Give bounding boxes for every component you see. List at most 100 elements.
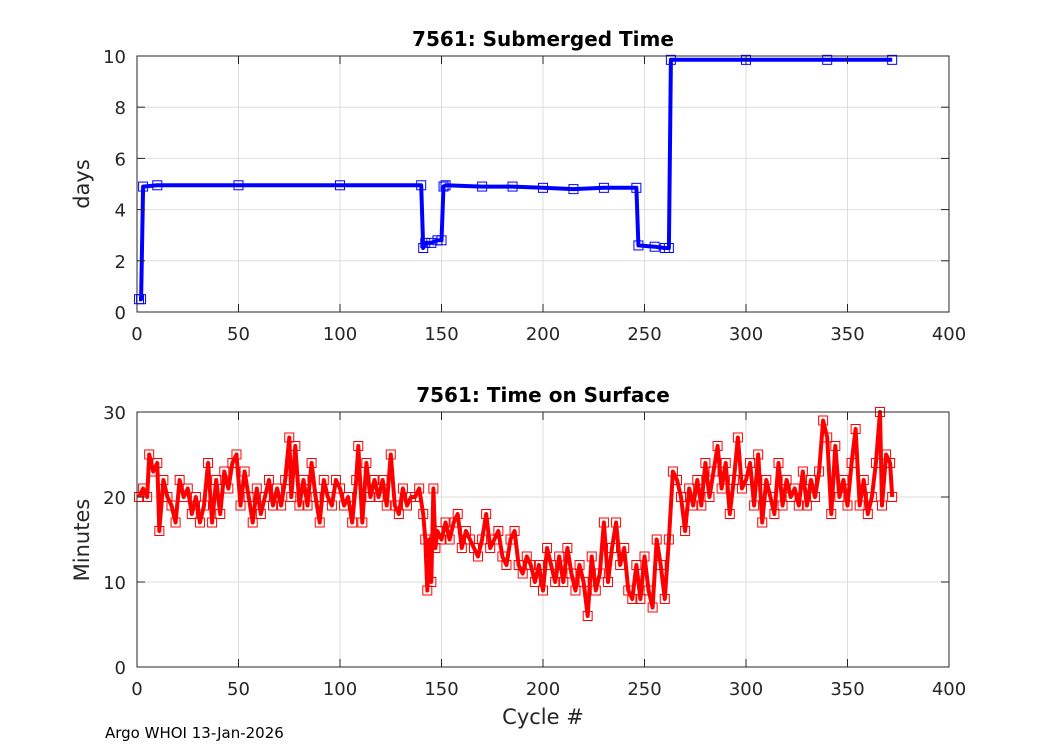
data-series: [139, 57, 893, 302]
data-point-marker: [676, 492, 687, 502]
time-on-surface-plot: 0 50 100 150 200 250 300 350 400 0 10 20 30 7561: Ti…: [70, 383, 966, 729]
data-point-marker: [418, 243, 429, 253]
data-point-marker: [885, 458, 896, 468]
data-point-marker: [586, 551, 597, 562]
data-point-marker: [822, 432, 833, 443]
x-tick-label: 100: [323, 324, 357, 345]
data-point-marker: [251, 483, 262, 494]
data-point-marker: [219, 466, 230, 477]
data-point-marker: [607, 543, 618, 553]
data-point-marker: [647, 602, 658, 613]
data-point-marker: [377, 475, 388, 485]
data-point-marker: [834, 492, 845, 502]
y-tick-label: 2: [115, 252, 126, 273]
data-point-marker: [290, 441, 301, 451]
data-point-marker: [302, 500, 313, 511]
data-point-marker: [393, 509, 404, 519]
data-point-marker: [456, 543, 467, 553]
data-point-marker: [154, 526, 165, 536]
data-point-marker: [700, 458, 711, 468]
data-point-marker: [428, 483, 439, 494]
data-point-marker: [365, 492, 376, 502]
data-point-marker: [529, 577, 540, 587]
data-point-marker: [207, 517, 218, 528]
data-point-marker: [753, 449, 764, 460]
data-point-marker: [562, 543, 573, 553]
data-point-marker: [570, 585, 581, 596]
data-point-marker: [830, 441, 841, 451]
data-point-marker: [777, 500, 788, 511]
data-point-marker: [306, 458, 317, 468]
data-point-marker: [259, 492, 270, 502]
x-tick-label: 150: [424, 324, 458, 345]
data-point-marker: [280, 475, 291, 485]
data-point-marker: [477, 181, 488, 192]
data-point-marker: [797, 466, 808, 477]
y-tick-label: 10: [103, 573, 126, 594]
data-point-marker: [781, 475, 792, 485]
chart-title: 7561: Submerged Time: [412, 27, 674, 51]
y-tick-label: 10: [103, 47, 126, 68]
x-tick-label: 300: [729, 679, 763, 700]
data-point-marker: [414, 483, 425, 494]
data-point-marker: [314, 517, 325, 528]
data-point-marker: [566, 568, 577, 579]
data-point-marker: [542, 543, 553, 553]
data-point-marker: [582, 611, 593, 621]
data-point-marker: [436, 235, 447, 246]
data-point-marker: [720, 458, 731, 468]
data-point-marker: [235, 500, 246, 511]
x-tick-label: 350: [830, 679, 864, 700]
data-point-marker: [284, 432, 295, 443]
data-point-marker: [651, 534, 662, 545]
data-point-marker: [509, 526, 520, 536]
data-point-marker: [574, 560, 585, 570]
x-tick-label: 200: [526, 679, 560, 700]
footer-credit: Argo WHOI 13-Jan-2026: [105, 724, 284, 742]
y-axis-label: days: [70, 159, 94, 209]
data-point-marker: [578, 577, 589, 587]
data-point-marker: [424, 534, 435, 545]
data-point-marker: [568, 184, 579, 195]
series-markers: [134, 407, 898, 621]
y-tick-label: 8: [115, 98, 126, 119]
data-point-marker: [814, 466, 825, 477]
data-point-marker: [381, 500, 392, 511]
data-point-marker: [170, 517, 181, 528]
data-point-marker: [440, 517, 451, 528]
data-point-marker: [385, 449, 396, 460]
data-point-marker: [436, 534, 447, 545]
data-point-marker: [298, 475, 309, 485]
data-point-marker: [239, 466, 250, 477]
data-point-marker: [231, 449, 242, 460]
data-point-marker: [211, 475, 222, 485]
data-point-marker: [663, 534, 674, 545]
data-point-marker: [765, 492, 776, 502]
data-point-marker: [255, 509, 266, 519]
data-point-marker: [166, 500, 177, 511]
data-point-marker: [174, 475, 185, 485]
data-point-marker: [704, 492, 715, 502]
data-point-marker: [761, 475, 772, 485]
data-point-marker: [186, 509, 197, 519]
data-point-marker: [517, 568, 528, 579]
data-point-marker: [138, 181, 149, 192]
data-point-marker: [680, 526, 691, 536]
y-axis-label: Minutes: [70, 499, 94, 582]
data-point-marker: [343, 492, 354, 502]
series-markers: [134, 54, 898, 305]
data-point-marker: [728, 475, 739, 485]
data-point-marker: [351, 475, 362, 485]
data-point-marker: [708, 466, 719, 477]
data-point-marker: [773, 458, 784, 468]
data-point-marker: [684, 483, 695, 494]
data-point-marker: [870, 458, 881, 468]
data-point-marker: [655, 560, 666, 570]
data-point-marker: [538, 182, 548, 193]
data-point-marker: [525, 560, 536, 570]
y-tick-label: 20: [103, 488, 126, 509]
data-point-marker: [745, 458, 756, 468]
data-point-marker: [663, 243, 674, 253]
data-point-marker: [665, 54, 676, 65]
series-line: [139, 57, 893, 302]
